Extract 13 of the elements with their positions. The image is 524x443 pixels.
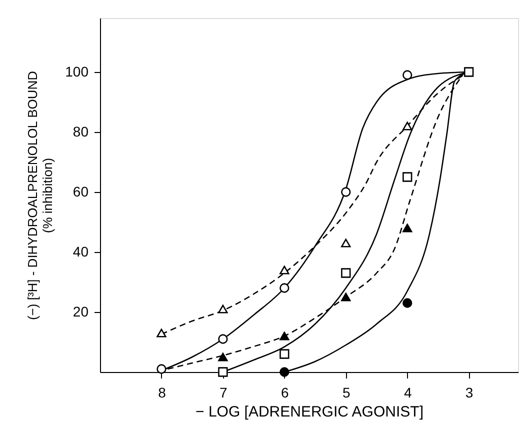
x-tick-label: 6 — [281, 384, 290, 400]
x-axis-title: − LOG [ADRENERGIC AGONIST] — [196, 404, 424, 420]
y-tick-label: 40 — [72, 244, 89, 260]
x-tick-label: 7 — [220, 384, 228, 400]
x-tick-label: 8 — [158, 384, 166, 400]
y-axis-title: (−) [³H] - DIHYDROALPRENOLOL BOUND (% inhibition) — [25, 70, 56, 320]
y-tick-label: 20 — [72, 304, 89, 320]
y-tick-label: 60 — [72, 184, 89, 200]
x-tick-label: 4 — [404, 384, 412, 400]
x-tick-label: 5 — [342, 384, 350, 400]
y-tick-label: 80 — [72, 124, 89, 140]
x-tick-label: 3 — [465, 384, 474, 400]
y-tick-label: 100 — [65, 64, 89, 80]
